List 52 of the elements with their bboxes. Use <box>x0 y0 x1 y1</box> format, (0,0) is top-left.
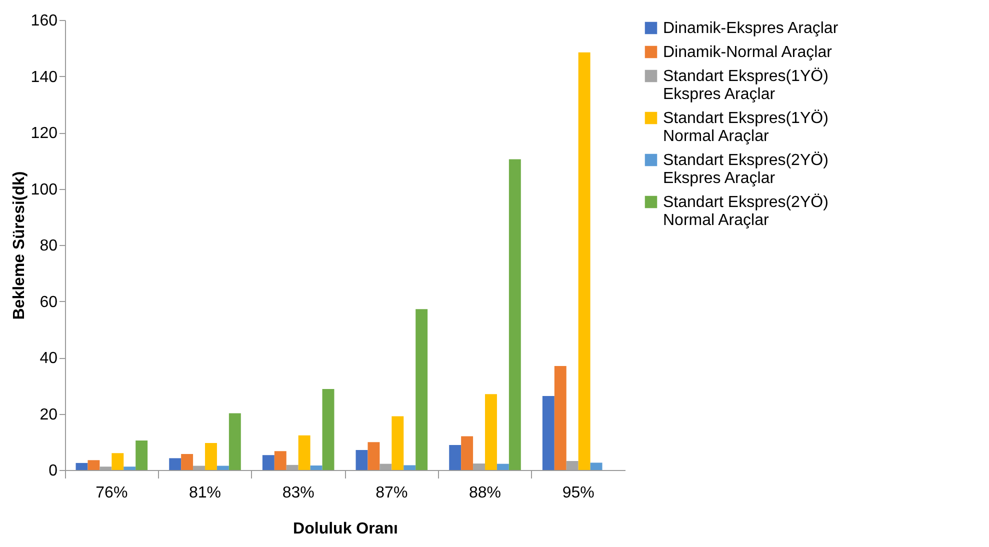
bar <box>124 466 136 470</box>
bar <box>310 466 322 470</box>
y-tick-label: 40 <box>40 350 58 367</box>
bar <box>404 465 416 470</box>
x-tick-label: 87% <box>376 484 408 502</box>
x-tick-label: 81% <box>188 484 222 502</box>
bar <box>461 436 474 470</box>
y-tick-label: 120 <box>30 125 58 142</box>
bar <box>274 451 286 470</box>
bar <box>136 440 148 470</box>
bar <box>542 396 554 470</box>
x-tick-label: 88% <box>468 484 502 502</box>
bar <box>169 458 182 470</box>
bar <box>590 462 602 470</box>
bar <box>368 442 380 470</box>
y-tick-label: 80 <box>40 238 58 254</box>
bar <box>356 450 368 470</box>
bar <box>112 453 124 470</box>
bar <box>262 455 274 470</box>
x-axis-title: Doluluk Oranı <box>293 520 398 538</box>
bar <box>76 462 88 470</box>
bar <box>298 435 310 470</box>
y-axis-title: Bekleme Süresi(dk) <box>10 171 28 320</box>
bar <box>554 366 566 470</box>
x-tick-label: 83% <box>282 484 314 502</box>
bar <box>228 413 241 470</box>
y-tick-label: 140 <box>30 68 58 86</box>
bar <box>181 454 194 470</box>
bar <box>416 309 428 470</box>
bar <box>578 52 590 470</box>
legend-label: Standart Ekspres(2YÖ) Ekspres Araçlar <box>663 151 828 187</box>
legend-label: Standart Ekspres(2YÖ) Normal Araçlar <box>663 193 828 229</box>
bar <box>392 416 404 470</box>
legend-label: Standart Ekspres(1YÖ) Normal Araçlar <box>663 109 828 145</box>
y-tick-label: 20 <box>40 406 58 424</box>
y-tick-label: 60 <box>40 294 58 311</box>
legend-label: Standart Ekspres(1YÖ) Ekspres Araçlar <box>663 67 828 103</box>
bar <box>449 444 462 470</box>
bar <box>205 443 217 470</box>
x-tick-label: 76% <box>96 484 128 502</box>
bar <box>322 389 334 470</box>
bar <box>88 460 100 470</box>
bar <box>508 159 521 470</box>
bar <box>496 464 509 470</box>
legend-label: Dinamik-Normal Araçlar <box>663 44 833 61</box>
y-tick-label: 0 <box>48 462 58 480</box>
y-tick-label: 160 <box>30 12 58 30</box>
legend-label: Dinamik-Ekspres Araçlar <box>663 20 839 37</box>
y-tick-label: 100 <box>30 181 58 198</box>
x-tick-label: 95% <box>562 484 594 502</box>
bar <box>216 466 229 470</box>
bar <box>485 394 497 470</box>
